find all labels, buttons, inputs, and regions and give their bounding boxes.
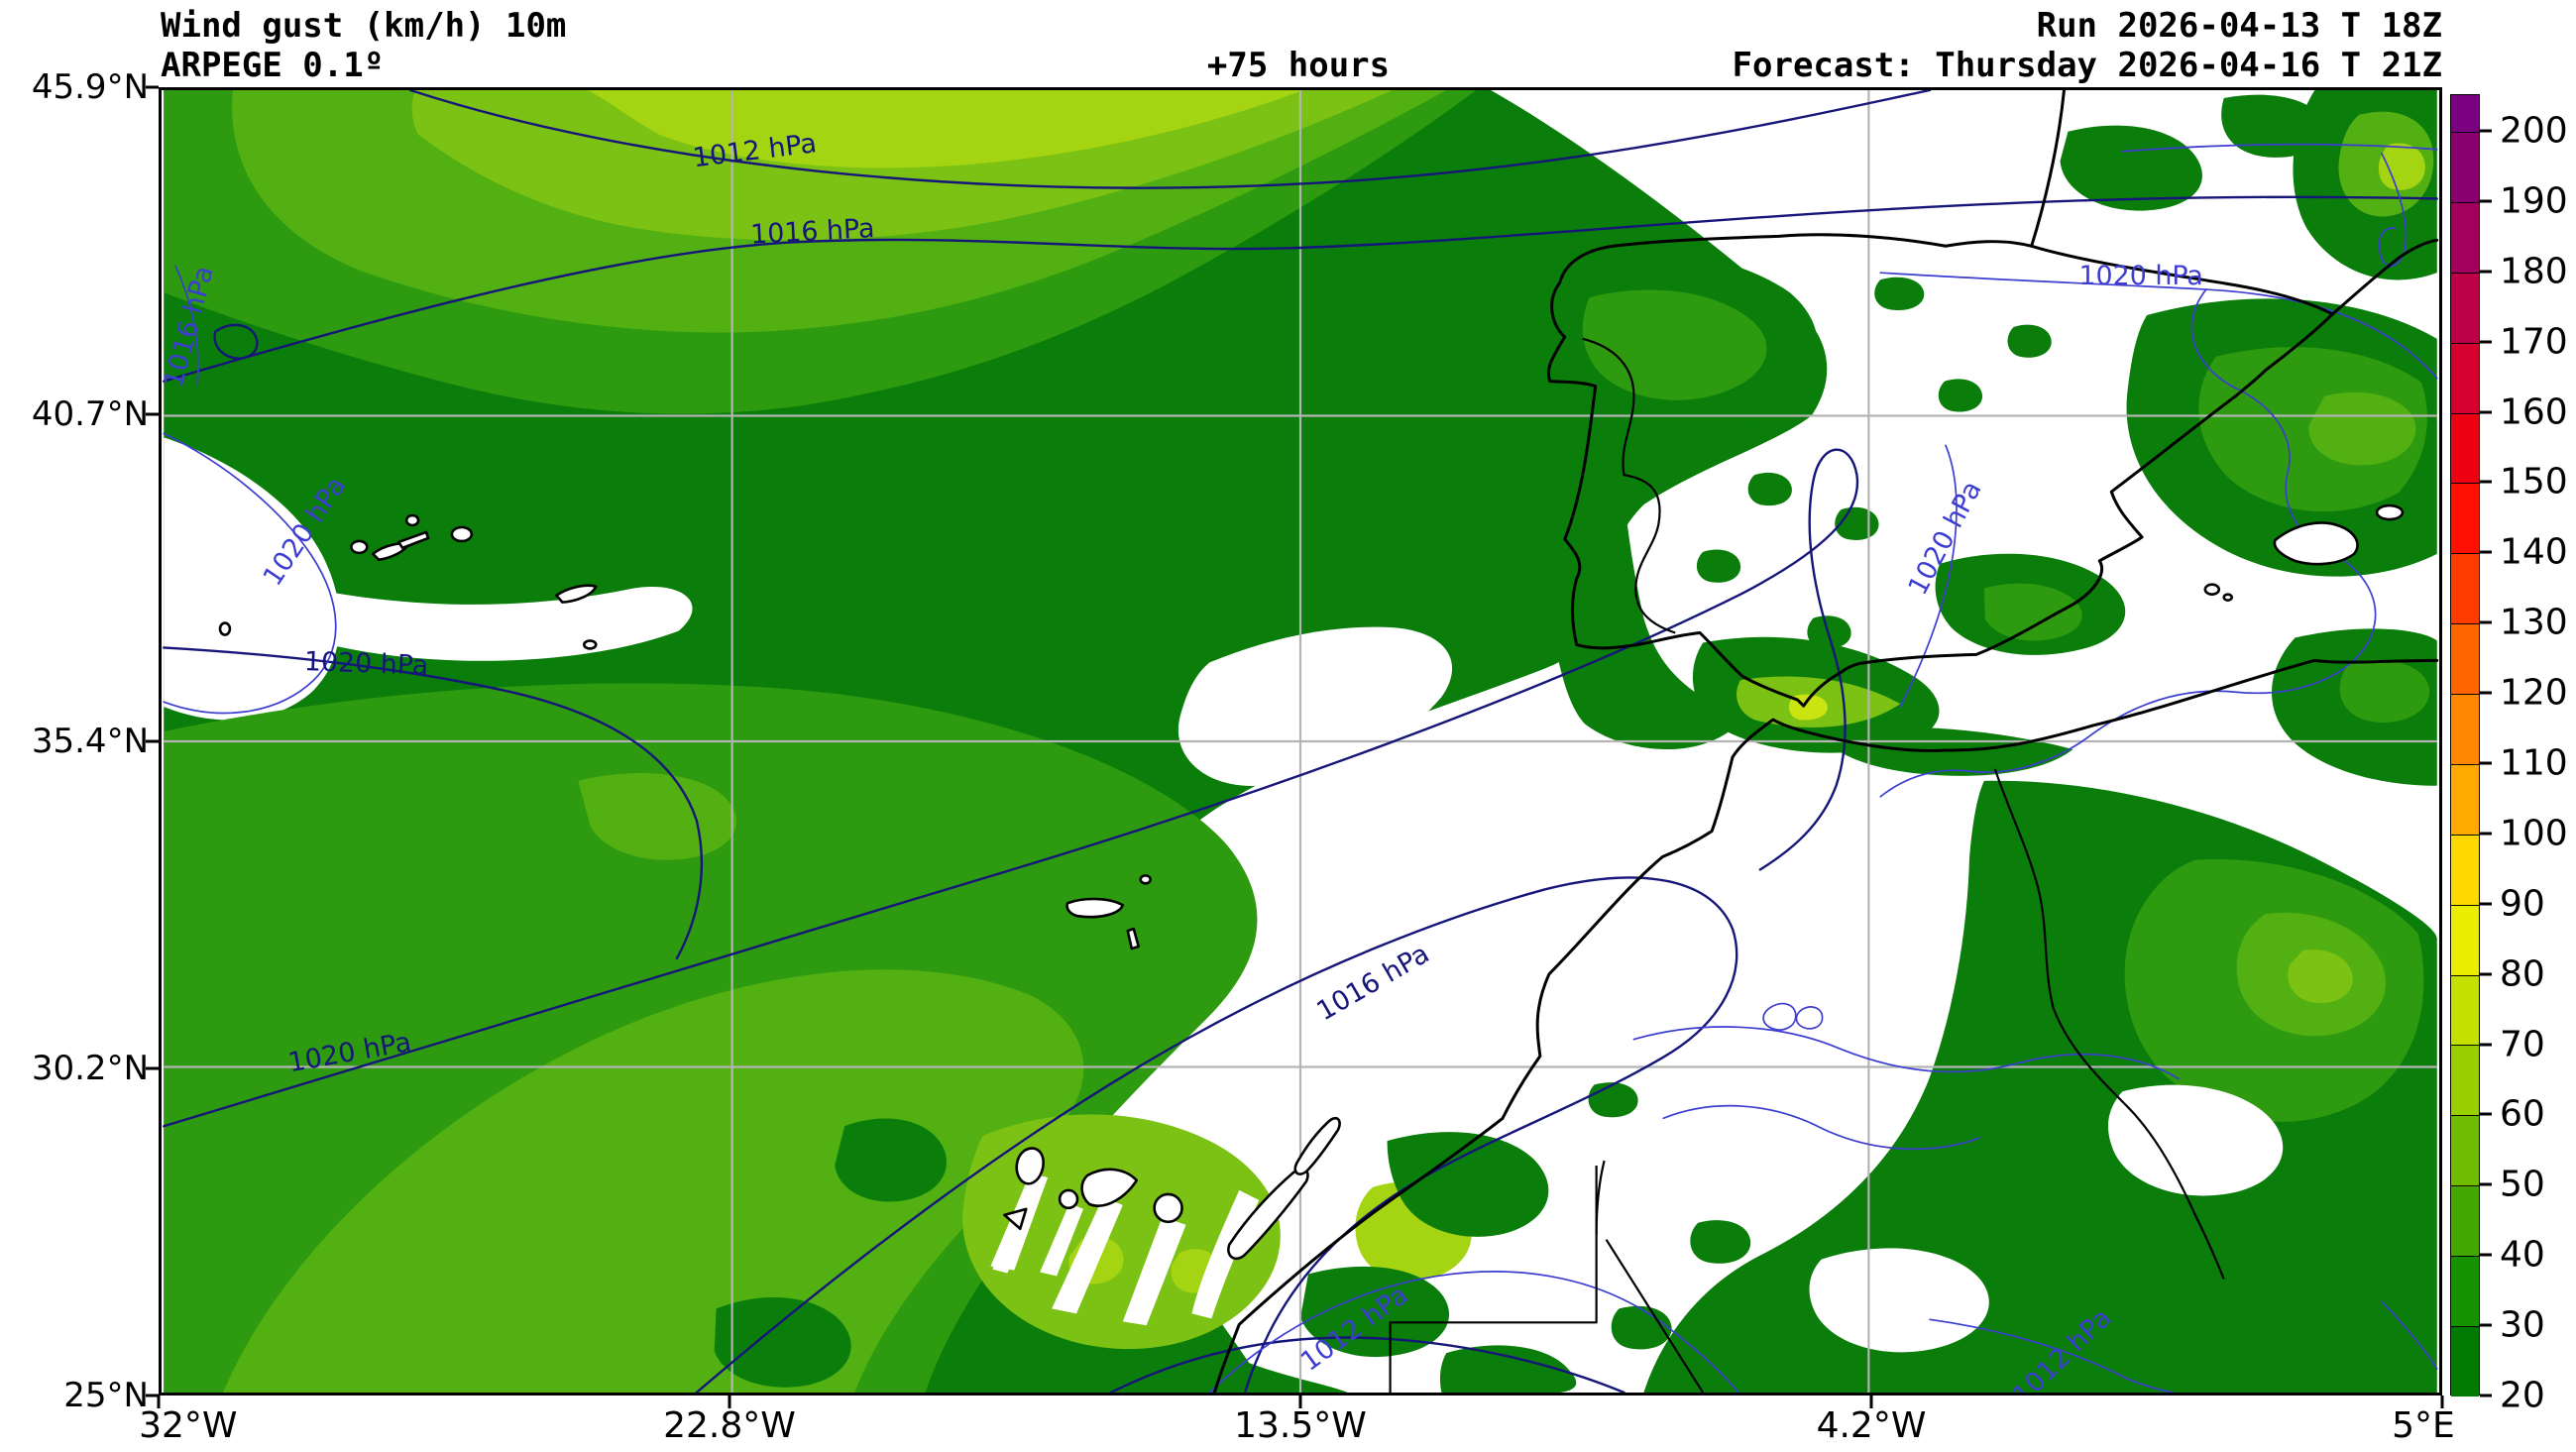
colorbar-tick	[2480, 761, 2492, 765]
islands	[218, 503, 2405, 1261]
y-tick-label: 35.4°N	[31, 722, 149, 761]
y-tick-mark	[146, 85, 159, 89]
colorbar-tick-label: 50	[2500, 1164, 2545, 1205]
colorbar-segment	[2451, 342, 2479, 413]
colorbar-tick-label: 120	[2500, 672, 2568, 714]
lead-time: +75 hours	[1206, 46, 1391, 85]
x-tick-mark	[2440, 1396, 2444, 1408]
x-tick-label: 4.2°W	[1816, 1405, 1927, 1446]
colorbar-tick-label: 90	[2500, 883, 2545, 925]
y-tick-mark	[146, 1066, 159, 1070]
colorbar-segment	[2451, 553, 2479, 624]
colorbar-tick	[2480, 902, 2492, 906]
colorbar-tick-label: 180	[2500, 251, 2568, 292]
colorbar-tick	[2480, 972, 2492, 976]
colorbar-tick-label: 200	[2500, 110, 2568, 152]
colorbar-tick-label: 40	[2500, 1234, 2545, 1276]
x-tick-label: 5°E	[2392, 1405, 2455, 1446]
y-tick-mark	[146, 412, 159, 416]
colorbar-tick	[2480, 832, 2492, 836]
x-tick-mark	[1869, 1396, 1873, 1408]
colorbar-tick	[2480, 1253, 2492, 1257]
colorbar-segment	[2451, 201, 2479, 273]
colorbar-tick	[2480, 480, 2492, 484]
colorbar-tick-label: 160	[2500, 391, 2568, 433]
x-tick-mark	[1298, 1396, 1302, 1408]
gridlines	[164, 90, 2437, 1393]
colorbar	[2450, 94, 2480, 1396]
y-tick-label: 40.7°N	[31, 394, 149, 434]
colorbar-tick	[2480, 620, 2492, 624]
x-tick-label: 13.5°W	[1234, 1405, 1367, 1446]
colorbar-tick	[2480, 550, 2492, 554]
colorbar-tick-label: 190	[2500, 180, 2568, 222]
colorbar-segment	[2451, 1256, 2479, 1326]
colorbar-segment	[2451, 694, 2479, 764]
coastlines	[1212, 90, 2439, 1393]
colorbar-segment	[2451, 272, 2479, 343]
colorbar-segment	[2451, 95, 2479, 132]
colorbar-tick-label: 20	[2500, 1375, 2545, 1416]
isobar-label: 1020 hPa	[303, 646, 428, 681]
header: Wind gust (km/h) 10m ARPEGE 0.1º +75 hour…	[0, 0, 2576, 87]
colorbar-tick-label: 60	[2500, 1093, 2545, 1135]
colorbar-segment	[2451, 974, 2479, 1046]
colorbar-tick	[2480, 691, 2492, 695]
land-wind-patches	[1300, 90, 2437, 1393]
colorbar-segment	[2451, 763, 2479, 835]
colorbar-segment	[2451, 1045, 2479, 1116]
colorbar-segment	[2451, 1325, 2479, 1396]
colorbar-segment	[2451, 834, 2479, 905]
colorbar-tick	[2480, 199, 2492, 203]
y-tick-label: 45.9°N	[31, 67, 149, 107]
colorbar-tick-label: 150	[2500, 461, 2568, 503]
colorbar-segment	[2451, 1115, 2479, 1186]
isobar-label: 1016 hPa	[1311, 939, 1434, 1028]
colorbar-tick	[2480, 340, 2492, 344]
x-tick-mark	[728, 1396, 731, 1408]
colorbar-segment	[2451, 904, 2479, 975]
colorbar-segment	[2451, 483, 2479, 554]
isobar-label: 1020 hPa	[2078, 261, 2202, 291]
colorbar-segment	[2451, 412, 2479, 484]
isobars-navy	[163, 90, 2438, 1393]
run-info: Run 2026-04-13 T 18Z Forecast: Thursday 2…	[1733, 6, 2442, 85]
map-canvas: 1012 hPa 1016 hPa 1020 hPa 1020 hPa 1016 hPa…	[159, 87, 2442, 1396]
x-tick-label: 22.8°W	[663, 1405, 796, 1446]
colorbar-tick	[2480, 1182, 2492, 1186]
colorbar-tick-label: 130	[2500, 602, 2568, 643]
colorbar-tick-label: 100	[2500, 813, 2568, 854]
y-tick-mark	[146, 1394, 159, 1397]
x-tick-mark	[157, 1396, 161, 1408]
colorbar-tick	[2480, 1394, 2492, 1397]
forecast-label: Forecast: Thursday 2026-04-16 T 21Z	[1732, 46, 2442, 85]
colorbar-segment	[2451, 623, 2479, 694]
colorbar-tick	[2480, 1323, 2492, 1327]
colorbar-tick	[2480, 129, 2492, 133]
isobars-blue	[163, 143, 2438, 1393]
colorbar-tick-label: 110	[2500, 742, 2568, 784]
title-line2: ARPEGE 0.1º	[161, 46, 385, 85]
colorbar-tick-label: 70	[2500, 1024, 2545, 1065]
run-label: Run 2026-04-13 T 18Z	[2036, 6, 2442, 46]
colorbar-tick	[2480, 410, 2492, 414]
colorbar-segment	[2451, 132, 2479, 202]
y-tick-mark	[146, 739, 159, 743]
y-tick-label: 30.2°N	[31, 1049, 149, 1088]
colorbar-tick-label: 80	[2500, 953, 2545, 995]
x-tick-label: 32°W	[139, 1405, 238, 1446]
colorbar-tick	[2480, 1043, 2492, 1047]
colorbar-tick	[2480, 270, 2492, 274]
colorbar-segment	[2451, 1185, 2479, 1256]
chart-title: Wind gust (km/h) 10m ARPEGE 0.1º	[161, 6, 566, 85]
colorbar-tick-label: 170	[2500, 321, 2568, 363]
colorbar-tick-label: 140	[2500, 531, 2568, 573]
y-tick-label: 25°N	[63, 1376, 149, 1415]
title-line1: Wind gust (km/h) 10m	[161, 6, 567, 46]
colorbar-tick	[2480, 1112, 2492, 1116]
colorbar-tick-label: 30	[2500, 1304, 2545, 1346]
isobar-label: 1016 hPa	[749, 213, 875, 251]
